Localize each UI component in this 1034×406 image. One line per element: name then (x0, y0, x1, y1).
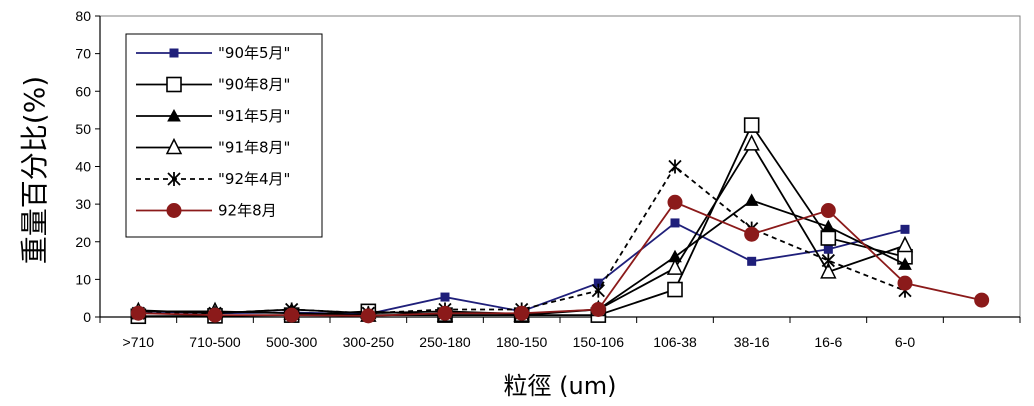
x-tick-label: 38-16 (734, 334, 770, 350)
data-point (169, 48, 179, 58)
data-point (747, 256, 757, 266)
data-point (974, 292, 990, 308)
y-tick-label: 60 (75, 83, 91, 99)
series-line (138, 201, 982, 317)
legend-entry: "91年8月" (136, 137, 290, 157)
data-point (165, 137, 183, 155)
legend-entry: 92年8月 (136, 202, 277, 220)
legend-entry: "90年8月" (136, 76, 290, 94)
legend: "90年5月" "90年8月" "91年5月" "91年8月" "92年4月" 92年8月 (125, 33, 323, 238)
legend-entry: "91年5月" (136, 107, 290, 125)
data-point (820, 203, 836, 219)
x-tick-label: 710-500 (189, 334, 241, 350)
data-point (897, 275, 913, 291)
data-point (591, 283, 605, 298)
data-point (167, 108, 181, 122)
data-point (744, 193, 759, 206)
data-point (360, 308, 376, 324)
data-point (668, 159, 682, 174)
data-point (743, 134, 760, 151)
y-tick-label: 40 (75, 159, 91, 175)
series-line (138, 165, 906, 315)
legend-box (125, 33, 323, 238)
y-axis-label: 重量百分比(%) (18, 76, 51, 264)
legend-label: "91年8月" (218, 139, 290, 157)
x-tick-label: 16-6 (814, 334, 842, 350)
data-point (667, 194, 683, 210)
data-point (820, 230, 837, 246)
y-tick-label: 0 (83, 309, 91, 325)
legend-label: "90年8月" (218, 76, 290, 94)
data-point (670, 218, 680, 228)
x-tick-label: 6-0 (895, 334, 915, 350)
series-layer (130, 117, 990, 325)
data-point (896, 235, 914, 253)
x-tick-label: 250-180 (419, 334, 471, 350)
data-point (207, 307, 223, 323)
y-tick-label: 20 (75, 234, 91, 250)
data-point (666, 258, 684, 275)
data-point (130, 305, 146, 321)
data-point (166, 76, 182, 93)
x-tick-label: 180-150 (496, 334, 548, 350)
data-point (440, 292, 450, 302)
data-point (667, 281, 683, 298)
x-tick-label: 500-300 (266, 334, 318, 350)
data-point (514, 305, 530, 321)
legend-label: "91年5月" (218, 107, 290, 125)
legend-entry: "92年4月" (136, 170, 290, 188)
data-point (744, 226, 760, 242)
series-6 (130, 194, 990, 324)
data-point (437, 305, 453, 321)
data-point (820, 262, 837, 279)
y-tick-label: 30 (75, 196, 91, 212)
data-point (284, 307, 300, 323)
legend-entry: "90年5月" (136, 44, 290, 62)
data-point (900, 224, 910, 234)
data-point (898, 257, 912, 270)
y-tick-label: 10 (75, 271, 91, 287)
data-point (821, 219, 836, 233)
y-axis: 0 10 20 30 40 50 60 70 80 (75, 8, 100, 325)
legend-label: 92年8月 (218, 202, 277, 220)
data-point (166, 203, 182, 218)
x-axis: >710 710-500 500-300 300-250 250-180 180-150 1… (99, 317, 1021, 350)
x-tick-label: 106-38 (653, 334, 697, 350)
x-tick-label: 300-250 (343, 334, 395, 350)
data-point (590, 301, 606, 317)
x-tick-label: 150-106 (573, 334, 625, 350)
legend-label: "90年5月" (218, 44, 290, 62)
x-axis-label: 粒徑 (um) (504, 372, 617, 400)
data-point (167, 172, 181, 186)
data-point (743, 117, 760, 133)
y-tick-label: 70 (75, 46, 91, 62)
y-tick-label: 50 (75, 121, 91, 137)
x-tick-label: >710 (123, 334, 155, 350)
y-tick-label: 80 (75, 8, 91, 24)
data-point (823, 244, 833, 254)
legend-label: "92年4月" (218, 170, 290, 188)
data-point (821, 253, 835, 268)
